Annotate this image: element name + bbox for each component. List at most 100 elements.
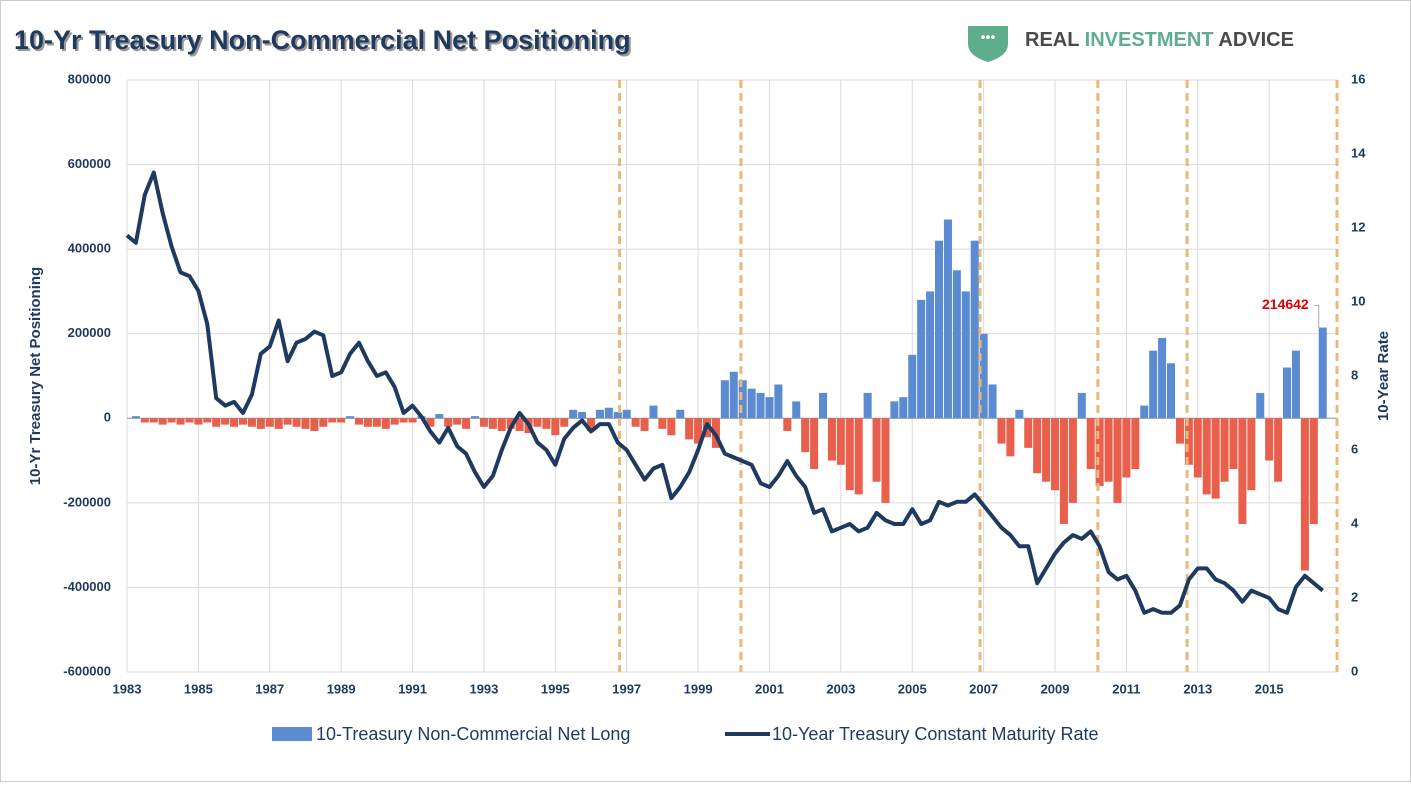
x-tick-label: 2013 [1183, 681, 1212, 696]
bar [943, 219, 952, 419]
chart-title: 10-Yr Treasury Non-Commercial Net Positi… [14, 25, 631, 55]
bar [149, 418, 158, 423]
bar [328, 418, 337, 423]
bar [435, 414, 444, 419]
bar [1175, 418, 1184, 444]
y2-tick-label: 4 [1351, 515, 1359, 530]
y-tick-label: 400000 [68, 241, 111, 256]
bar [694, 418, 703, 444]
bar [854, 418, 863, 495]
bar [774, 384, 783, 419]
bar [337, 418, 346, 423]
x-tick-label: 2011 [1112, 681, 1140, 696]
bar [131, 416, 140, 419]
bar [1006, 418, 1015, 457]
bar [1238, 418, 1247, 524]
bar [622, 409, 631, 419]
bar [801, 418, 810, 453]
bar [1247, 418, 1256, 491]
bar [1184, 418, 1193, 465]
bar [569, 409, 578, 419]
y2-tick-label: 14 [1351, 145, 1366, 160]
bar [1077, 392, 1086, 419]
x-tick-label: 2003 [826, 681, 855, 696]
bar [1283, 367, 1292, 419]
bar [1265, 418, 1274, 461]
bar [1122, 418, 1131, 478]
bar [140, 418, 149, 423]
bar [783, 418, 792, 431]
bar [194, 418, 203, 425]
bar [649, 405, 658, 419]
bar [1086, 418, 1095, 470]
x-tick-label: 1997 [612, 681, 641, 696]
bar [917, 299, 926, 419]
bar [792, 401, 801, 419]
chart-title-shadow: 10-Yr Treasury Non-Commercial Net Positi… [16, 27, 633, 57]
bar [819, 392, 828, 419]
bar [908, 354, 917, 419]
bar [595, 409, 604, 419]
bar [167, 418, 176, 423]
bar [1024, 418, 1033, 448]
y2-tick-label: 8 [1351, 367, 1358, 382]
bar [640, 418, 649, 431]
annotation-leader [1314, 305, 1320, 328]
bar [292, 418, 301, 427]
bar [301, 418, 310, 429]
bar [1256, 392, 1265, 419]
bar [738, 380, 747, 419]
x-tick-label: 1987 [255, 681, 284, 696]
bar [488, 418, 497, 429]
bar [1211, 418, 1220, 499]
bar [265, 418, 274, 427]
legend-label: 10-Treasury Non-Commercial Net Long [316, 724, 630, 744]
bar [1131, 418, 1140, 470]
x-tick-label: 1983 [113, 681, 142, 696]
bar [1059, 418, 1068, 524]
bar [185, 418, 194, 423]
bar [881, 418, 890, 503]
bar [230, 418, 239, 427]
bar [1318, 327, 1327, 419]
bar [845, 418, 854, 491]
y2-tick-label: 12 [1351, 219, 1365, 234]
bar [979, 333, 988, 419]
bar [1095, 418, 1104, 486]
x-tick-label: 1999 [684, 681, 713, 696]
bar [560, 418, 569, 427]
rate-line [125, 170, 1324, 615]
brand-word: INVESTMENT [1085, 29, 1214, 51]
bar [613, 411, 622, 419]
y2-axis-title: 10-Year Rate [1375, 331, 1392, 421]
bar [667, 418, 676, 436]
bar [221, 418, 230, 425]
legend-swatch [272, 727, 312, 741]
bar [462, 418, 471, 429]
x-tick-label: 2009 [1041, 681, 1070, 696]
bar [176, 418, 185, 425]
x-tick-label: 1993 [469, 681, 498, 696]
bar [926, 291, 935, 419]
bar [899, 397, 908, 419]
y-tick-label: 800000 [68, 71, 111, 86]
bar [1113, 418, 1122, 503]
bar [970, 240, 979, 419]
bar [935, 240, 944, 419]
bar [515, 418, 524, 431]
bar [578, 411, 587, 419]
y2-tick-label: 16 [1351, 71, 1365, 86]
bar [1309, 418, 1318, 524]
bar [1193, 418, 1202, 478]
brand-word: ADVICE [1218, 29, 1294, 51]
x-tick-label: 1991 [398, 681, 427, 696]
y-tick-label: 200000 [68, 325, 111, 340]
bar [1274, 418, 1283, 482]
bar [390, 418, 399, 425]
bar [399, 418, 408, 423]
y2-tick-label: 2 [1351, 589, 1358, 604]
bar [810, 418, 819, 470]
bar [346, 416, 355, 419]
bar [319, 418, 328, 427]
